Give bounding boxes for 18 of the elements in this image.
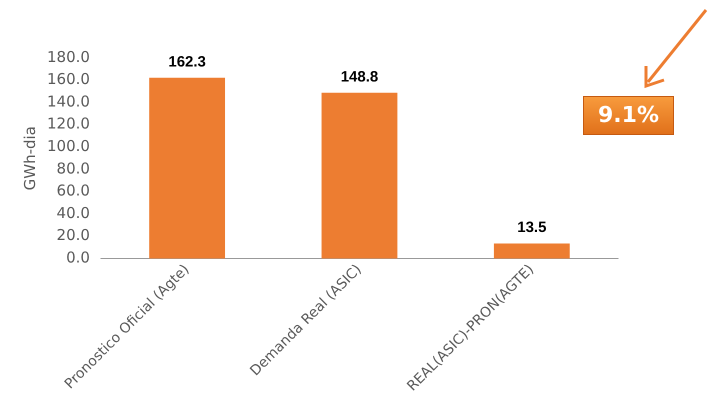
data-label: 162.3 [168, 53, 206, 70]
y-tick-label: 120.0 [46, 114, 90, 133]
bar [494, 243, 570, 259]
y-tick-label: 140.0 [46, 92, 90, 110]
y-tick-label: 0.0 [66, 248, 90, 266]
data-label: 148.8 [340, 68, 378, 86]
y-tick-label: 60.0 [56, 182, 90, 200]
y-tick-label: 100.0 [46, 137, 90, 156]
annotation: 9.1% [583, 96, 674, 135]
y-tick-label: 180.0 [46, 48, 90, 66]
y-tick-label: 40.0 [56, 204, 90, 222]
y-tick-label: 80.0 [56, 159, 90, 178]
bar [149, 78, 226, 259]
y-tick-label: 20.0 [56, 226, 90, 244]
y-axis-title: GWh-dia [20, 126, 39, 190]
bar [322, 92, 398, 259]
data-label: 13.5 [517, 219, 546, 236]
y-tick-label: 160.0 [46, 70, 90, 88]
